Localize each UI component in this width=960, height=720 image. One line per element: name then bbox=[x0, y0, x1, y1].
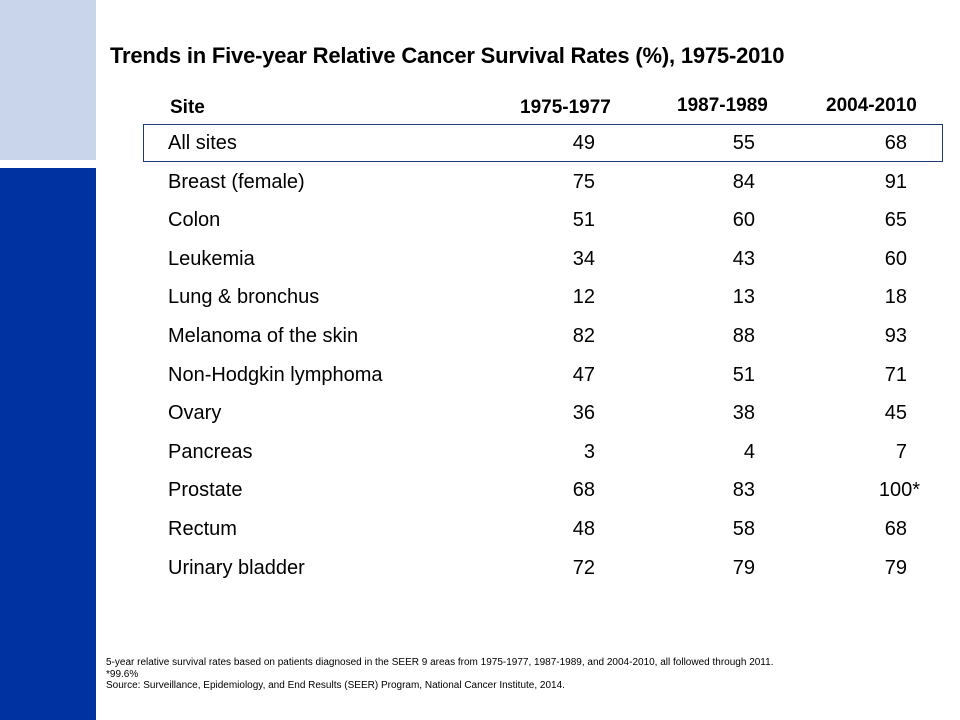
rate-cell-v1: 72 bbox=[572, 556, 595, 579]
rate-cell-v2: 84 bbox=[732, 170, 755, 193]
site-name-cell: Lung & bronchus bbox=[168, 286, 320, 309]
rate-cell-v2: 58 bbox=[732, 517, 755, 540]
table-row: Prostate 68 83 100* bbox=[0, 471, 960, 510]
all-sites-highlight-box bbox=[143, 124, 943, 162]
rate-cell-v1: 36 bbox=[572, 402, 595, 425]
footnote-methodology: 5-year relative survival rates based on … bbox=[106, 657, 774, 668]
rate-cell-v2: 55 bbox=[732, 132, 755, 154]
column-header-1975-1977: 1975-1977 bbox=[520, 97, 611, 118]
site-name-cell: Prostate bbox=[168, 479, 243, 502]
site-name-cell: Non-Hodgkin lymphoma bbox=[168, 363, 383, 386]
site-name-cell: Rectum bbox=[168, 517, 237, 540]
rate-cell-v2: 51 bbox=[732, 363, 755, 386]
table-row: All sites 49 55 68 bbox=[0, 124, 960, 163]
rate-cell-v3: 71 bbox=[884, 363, 907, 386]
rate-cell-v1: 34 bbox=[572, 247, 595, 270]
rate-cell-v3: 60 bbox=[884, 247, 907, 270]
table-row: Pancreas 3 4 7 bbox=[0, 433, 960, 472]
site-name-cell: Ovary bbox=[168, 402, 222, 425]
table-row: Melanoma of the skin 82 88 93 bbox=[0, 317, 960, 356]
rate-cell-v3: 68 bbox=[884, 132, 907, 154]
rate-cell-v1: 3 bbox=[583, 440, 595, 463]
rate-cell-v3: 18 bbox=[884, 286, 907, 309]
footnote-source: Source: Surveillance, Epidemiology, and … bbox=[106, 680, 565, 691]
rate-cell-v2: 4 bbox=[743, 440, 755, 463]
rate-cell-v3: 100* bbox=[878, 479, 920, 502]
site-name-cell: Breast (female) bbox=[168, 170, 305, 193]
rate-cell-v1: 75 bbox=[572, 170, 595, 193]
table-row: Lung & bronchus 12 13 18 bbox=[0, 278, 960, 317]
rate-cell-v1: 82 bbox=[572, 324, 595, 347]
table-row: Rectum 48 58 68 bbox=[0, 510, 960, 549]
table-row: Leukemia 34 43 60 bbox=[0, 240, 960, 279]
table-row: Non-Hodgkin lymphoma 47 51 71 bbox=[0, 356, 960, 395]
rate-cell-v3: 65 bbox=[884, 209, 907, 232]
site-name-cell: Pancreas bbox=[168, 440, 253, 463]
rate-cell-v3: 7 bbox=[895, 440, 907, 463]
footnotes: 5-year relative survival rates based on … bbox=[106, 657, 896, 692]
site-name-cell: Urinary bladder bbox=[168, 556, 305, 579]
site-name-cell: All sites bbox=[168, 132, 237, 154]
rate-cell-v2: 83 bbox=[732, 479, 755, 502]
sidebar-accent-dark bbox=[0, 168, 96, 720]
rate-cell-v1: 49 bbox=[572, 132, 595, 154]
rate-cell-v2: 88 bbox=[732, 324, 755, 347]
rate-cell-v2: 43 bbox=[732, 247, 755, 270]
column-header-2004-2010: 2004-2010 bbox=[826, 95, 917, 116]
rate-cell-v3: 45 bbox=[884, 402, 907, 425]
site-name-cell: Melanoma of the skin bbox=[168, 324, 359, 347]
table-row: Ovary 36 38 45 bbox=[0, 394, 960, 433]
rate-cell-v1: 68 bbox=[572, 479, 595, 502]
survival-table: All sites 49 55 68 Breast (female) 75 84 91 Colo… bbox=[0, 124, 960, 587]
rate-cell-v2: 79 bbox=[732, 556, 755, 579]
table-row: Breast (female) 75 84 91 bbox=[0, 163, 960, 202]
table-row: Urinary bladder 72 79 79 bbox=[0, 549, 960, 588]
rate-cell-v3: 91 bbox=[884, 170, 907, 193]
site-name-cell: Leukemia bbox=[168, 247, 255, 270]
rate-cell-v1: 51 bbox=[572, 209, 595, 232]
rate-cell-v3: 68 bbox=[884, 517, 907, 540]
footnote-asterisk: *99.6% bbox=[106, 668, 139, 680]
rate-cell-v2: 60 bbox=[732, 209, 755, 232]
column-header-1987-1989: 1987-1989 bbox=[677, 95, 768, 116]
slide-title: Trends in Five-year Relative Cancer Surv… bbox=[110, 43, 785, 68]
rate-cell-v1: 48 bbox=[572, 517, 595, 540]
column-header-site: Site bbox=[170, 97, 205, 118]
rate-cell-v3: 93 bbox=[884, 324, 907, 347]
sidebar-accent-light bbox=[0, 0, 96, 160]
rate-cell-v2: 13 bbox=[732, 286, 755, 309]
rate-cell-v1: 12 bbox=[572, 286, 595, 309]
site-name-cell: Colon bbox=[168, 209, 221, 232]
table-row: Colon 51 60 65 bbox=[0, 201, 960, 240]
rate-cell-v1: 47 bbox=[572, 363, 595, 386]
rate-cell-v3: 79 bbox=[884, 556, 907, 579]
rate-cell-v2: 38 bbox=[732, 402, 755, 425]
